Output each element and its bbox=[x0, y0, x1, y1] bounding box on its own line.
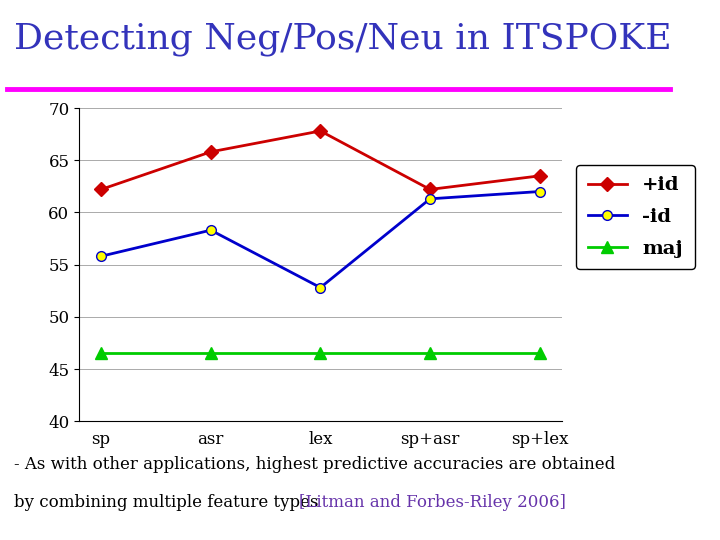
-id bbox=[426, 195, 434, 202]
maj bbox=[536, 350, 544, 356]
-id bbox=[207, 227, 215, 233]
Text: - As with other applications, highest predictive accuracies are obtained: - As with other applications, highest pr… bbox=[14, 456, 616, 473]
maj bbox=[207, 350, 215, 356]
+id bbox=[426, 186, 434, 193]
Legend: +id, -id, maj: +id, -id, maj bbox=[576, 165, 695, 269]
+id bbox=[316, 128, 325, 134]
maj bbox=[316, 350, 325, 356]
-id bbox=[536, 188, 544, 195]
Text: by combining multiple feature types: by combining multiple feature types bbox=[14, 494, 324, 511]
Text: Detecting Neg/Pos/Neu in ITSPOKE: Detecting Neg/Pos/Neu in ITSPOKE bbox=[14, 22, 672, 56]
-id bbox=[316, 285, 325, 291]
+id bbox=[536, 173, 544, 179]
Line: -id: -id bbox=[96, 187, 544, 293]
+id bbox=[207, 148, 215, 155]
Text: [Litman and Forbes-Riley 2006]: [Litman and Forbes-Riley 2006] bbox=[299, 494, 566, 511]
maj bbox=[426, 350, 434, 356]
+id bbox=[96, 186, 105, 193]
maj bbox=[96, 350, 105, 356]
Line: +id: +id bbox=[96, 126, 544, 194]
-id bbox=[96, 253, 105, 260]
Line: maj: maj bbox=[96, 348, 545, 359]
